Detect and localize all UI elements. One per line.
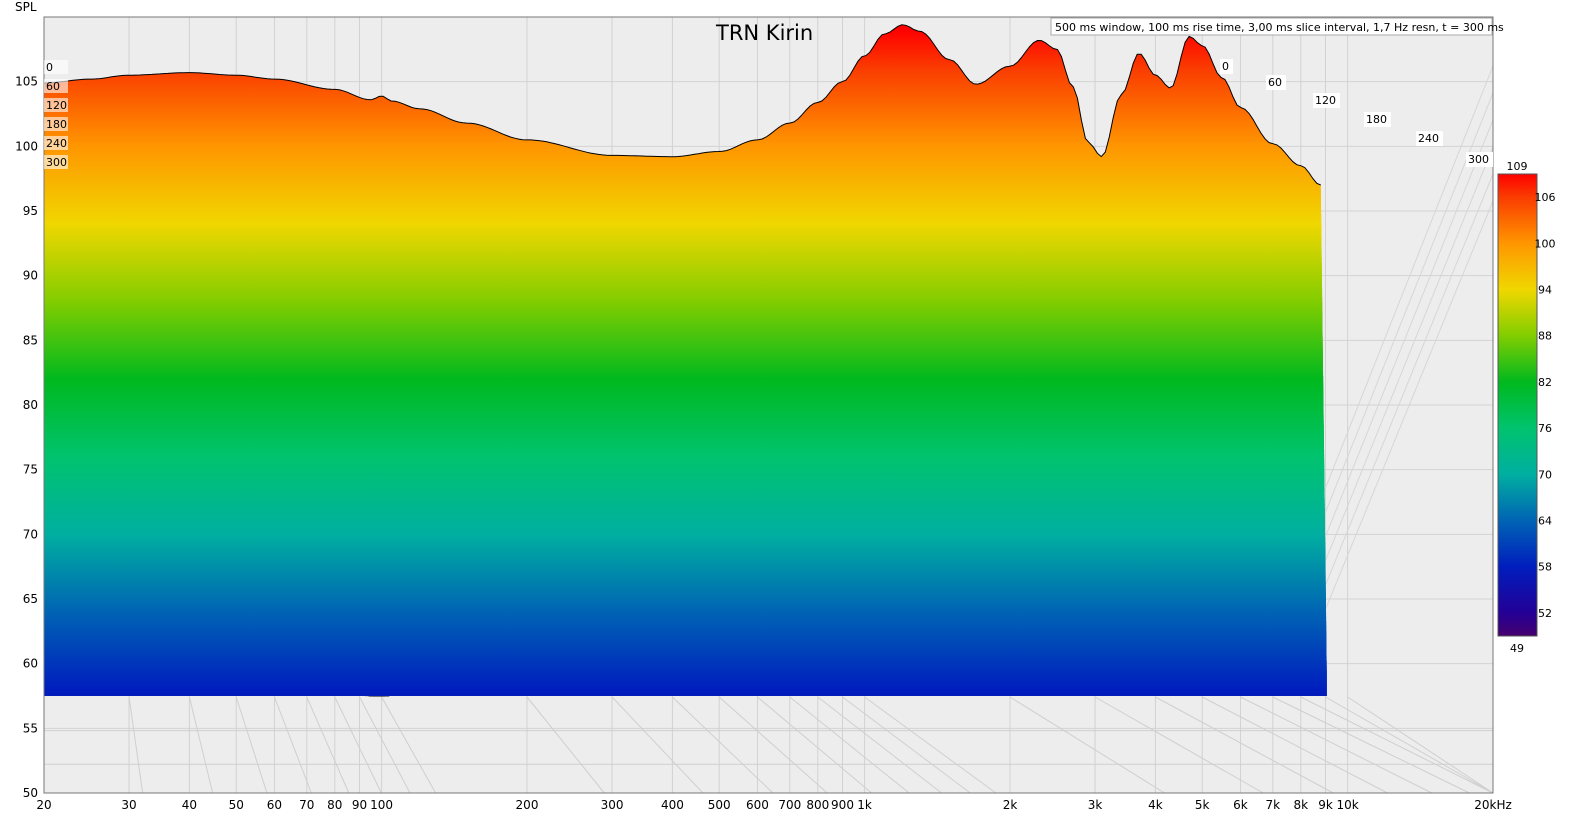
x-tick-label: 3k (1088, 798, 1103, 812)
colorbar-tick-label: 52 (1538, 607, 1552, 620)
colorbar-tick-label: 70 (1538, 468, 1552, 481)
time-label-box (1416, 131, 1443, 146)
x-tick-label: 40 (182, 798, 197, 812)
plot-frame (43, 16, 1494, 794)
time-label-box (1364, 112, 1391, 127)
time-label-left: 300 (46, 156, 67, 169)
x-tick-label: 400 (661, 798, 684, 812)
time-label-box (1313, 93, 1340, 108)
x-tick-label: 800 (806, 798, 829, 812)
time-label-left: 0 (46, 61, 53, 74)
y-tick-label: 65 (23, 592, 38, 606)
time-label-box (44, 60, 68, 74)
time-label-left: 180 (46, 118, 67, 131)
colorbar-tick-label: 76 (1538, 422, 1552, 435)
colorbar-tick-label: 82 (1538, 376, 1552, 389)
time-labels-left: 0 60 120 180 240 300 (44, 60, 68, 169)
y-tick-label: 85 (23, 333, 38, 347)
colorbar-tick-label: 88 (1538, 330, 1552, 343)
time-label-box (44, 98, 68, 112)
y-tick-label: 75 (23, 463, 38, 477)
y-tick-label: 90 (23, 269, 38, 283)
x-tick-label: 60 (267, 798, 282, 812)
x-tick-label: 7k (1265, 798, 1280, 812)
time-labels-right: 0 60 120 180 240 300 (1220, 59, 1493, 167)
time-label-right: 60 (1268, 76, 1282, 89)
time-label-box (1220, 59, 1233, 74)
chart-title: TRN Kirin (715, 21, 813, 45)
y-tick-label: 60 (23, 657, 38, 671)
colorbar-tick-label: 100 (1535, 237, 1556, 250)
y-tick-label: 70 (23, 527, 38, 541)
x-tick-label: 300 (601, 798, 624, 812)
time-label-left: 120 (46, 99, 67, 112)
time-label-right: 180 (1366, 113, 1387, 126)
waterfall-slice-line (44, 24, 1322, 186)
colorbar-tick-label: 106 (1535, 191, 1556, 204)
time-label-right: 120 (1315, 94, 1336, 107)
y-tick-label: 55 (23, 721, 38, 735)
colorbar-gradient (1497, 173, 1538, 637)
time-label-left: 60 (46, 80, 60, 93)
x-axis: 20 30 40 50 60 70 80 90 100 200 300 400 500 600 700 800… (36, 798, 1511, 812)
info-box: 500 ms window, 100 ms rise time, 3,00 ms… (1050, 17, 1504, 36)
x-tick-label: 20 (36, 798, 51, 812)
x-tick-label: 50 (229, 798, 244, 812)
info-text: 500 ms window, 100 ms rise time, 3,00 ms… (1055, 21, 1504, 34)
x-tick-label: 5k (1195, 798, 1210, 812)
y-axis: 50 55 60 65 70 75 80 85 90 95 100 105 (15, 75, 38, 800)
time-label-left: 240 (46, 137, 67, 150)
x-tick-label: 30 (121, 798, 136, 812)
x-tick-label: 10k (1336, 798, 1358, 812)
time-label-right: 300 (1468, 153, 1489, 166)
x-tick-label: 100 (370, 798, 393, 812)
x-tick-label: 900 (831, 798, 854, 812)
y-tick-label: 100 (15, 139, 38, 153)
x-tick-label: 200 (516, 798, 539, 812)
x-tick-label: 4k (1148, 798, 1163, 812)
y-tick-label: 80 (23, 398, 38, 412)
waterfall-slice-fill (44, 24, 1321, 697)
x-tick-label: 9k (1318, 798, 1333, 812)
x-tick-label: 600 (746, 798, 769, 812)
y-tick-label: 50 (23, 786, 38, 800)
x-tick-label: 500 (708, 798, 731, 812)
colorbar-tick-label: 58 (1538, 561, 1552, 574)
waterfall-slices (44, 24, 1327, 697)
y-tick-label: 105 (15, 75, 38, 89)
time-label-box (44, 117, 68, 131)
colorbar-tick-label: 109 (1507, 160, 1528, 173)
y-axis-label: SPL (15, 0, 37, 14)
floor-grid (43, 65, 1494, 794)
colorbar-tick-label: 49 (1510, 642, 1524, 655)
y-tick-label: 95 (23, 204, 38, 218)
time-label-box (44, 79, 68, 93)
x-tick-label: 20kHz (1474, 798, 1512, 812)
x-tick-label: 6k (1233, 798, 1248, 812)
time-label-box (1466, 152, 1493, 167)
x-tick-label: 80 (327, 798, 342, 812)
colorbar-tick-label: 94 (1538, 284, 1552, 297)
colorbar-tick-label: 64 (1538, 515, 1552, 528)
x-tick-label: 90 (352, 798, 367, 812)
x-tick-label: 70 (299, 798, 314, 812)
x-tick-label: 2k (1003, 798, 1018, 812)
colorbar: 109 106 100 94 88 82 76 70 64 58 52 49 (1497, 160, 1556, 655)
x-tick-label: 1k (857, 798, 872, 812)
x-tick-label: 700 (778, 798, 801, 812)
time-label-right: 0 (1222, 60, 1229, 73)
time-label-box (44, 155, 68, 169)
time-label-right: 240 (1418, 132, 1439, 145)
time-label-box (44, 136, 68, 150)
x-tick-label: 8k (1293, 798, 1308, 812)
info-box-background (1050, 17, 1493, 36)
time-label-box (1266, 75, 1286, 90)
